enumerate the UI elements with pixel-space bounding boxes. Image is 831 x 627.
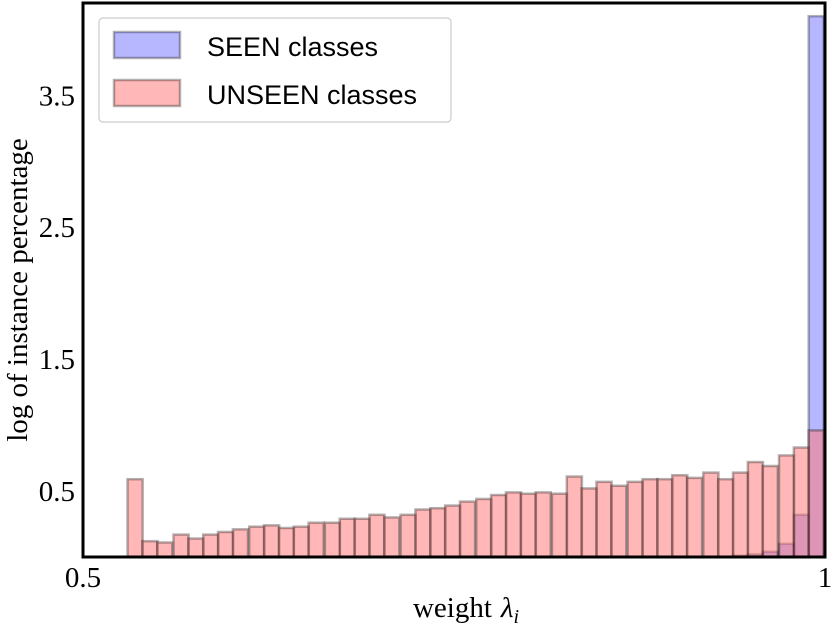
unseen-bar	[277, 526, 296, 559]
unseen-bar	[141, 539, 159, 559]
unseen-bar	[126, 477, 144, 559]
unseen-bar	[504, 491, 523, 559]
y-tick-label: 0.5	[39, 476, 75, 508]
unseen-bar	[550, 492, 569, 559]
unseen-bar	[338, 517, 357, 559]
legend-swatch-unseen	[112, 78, 182, 108]
x-axis-label-text: weight	[413, 592, 492, 624]
unseen-bar	[641, 477, 659, 559]
unseen-bar	[685, 476, 704, 559]
unseen-bar	[383, 516, 401, 559]
unseen-bar	[216, 530, 235, 559]
x-axis-label: weight λi	[413, 592, 519, 627]
unseen-bar	[231, 528, 250, 559]
x-axis-label-subscript: i	[513, 606, 519, 627]
y-axis-label: log of instance percentage	[2, 138, 34, 442]
unseen-bar	[626, 480, 645, 559]
unseen-bar	[155, 541, 174, 559]
legend: SEEN classes UNSEEN classes	[98, 17, 452, 123]
unseen-bar	[731, 471, 750, 559]
legend-label-seen: SEEN classes	[207, 32, 378, 62]
unseen-bar	[353, 517, 371, 559]
unseen-bar	[307, 521, 325, 559]
unseen-bar	[489, 493, 508, 559]
unseen-bar	[414, 508, 432, 559]
x-axis-label-symbol: λ	[500, 592, 514, 624]
unseen-bar	[475, 497, 493, 559]
unseen-bar	[746, 460, 765, 559]
unseen-bar	[565, 475, 584, 559]
unseen-bar	[777, 454, 796, 559]
unseen-bar	[792, 446, 811, 559]
unseen-bar	[172, 533, 190, 559]
unseen-bar	[323, 521, 342, 559]
unseen-bar	[702, 471, 720, 559]
unseen-bar	[595, 480, 613, 559]
unseen-bar	[201, 533, 220, 559]
unseen-bar	[292, 525, 311, 559]
bars-layer	[126, 14, 826, 559]
unseen-bar	[429, 506, 447, 559]
y-tick-label: 1.5	[39, 344, 75, 376]
unseen-bar	[247, 525, 266, 559]
y-axis-ticks: 0.5 1.5 2.5 3.5	[39, 80, 75, 508]
plot-frame	[81, 1, 827, 559]
x-tick-label: 0.5	[65, 562, 101, 594]
unseen-bar	[716, 477, 735, 559]
unseen-bar	[458, 500, 477, 559]
unseen-bar	[443, 504, 462, 559]
unseen-bar	[807, 429, 826, 559]
unseen-bar	[761, 464, 780, 559]
unseen-bar	[262, 524, 281, 559]
unseen-bar	[656, 477, 674, 559]
unseen-bar	[187, 537, 205, 559]
y-tick-label: 2.5	[39, 212, 75, 244]
legend-swatch-seen	[112, 30, 182, 60]
unseen-bar	[534, 491, 553, 559]
y-tick-label: 3.5	[39, 80, 75, 112]
unseen-bar	[368, 513, 386, 559]
x-axis-ticks: 0.5 1	[65, 562, 831, 594]
unseen-bar	[580, 487, 599, 559]
unseen-bar	[519, 492, 538, 559]
x-tick-label: 1	[818, 562, 831, 594]
unseen-bar	[399, 513, 417, 559]
unseen-bar	[670, 473, 689, 559]
unseen-bar	[610, 484, 628, 559]
legend-label-unseen: UNSEEN classes	[207, 80, 417, 110]
legend-box	[98, 17, 452, 123]
